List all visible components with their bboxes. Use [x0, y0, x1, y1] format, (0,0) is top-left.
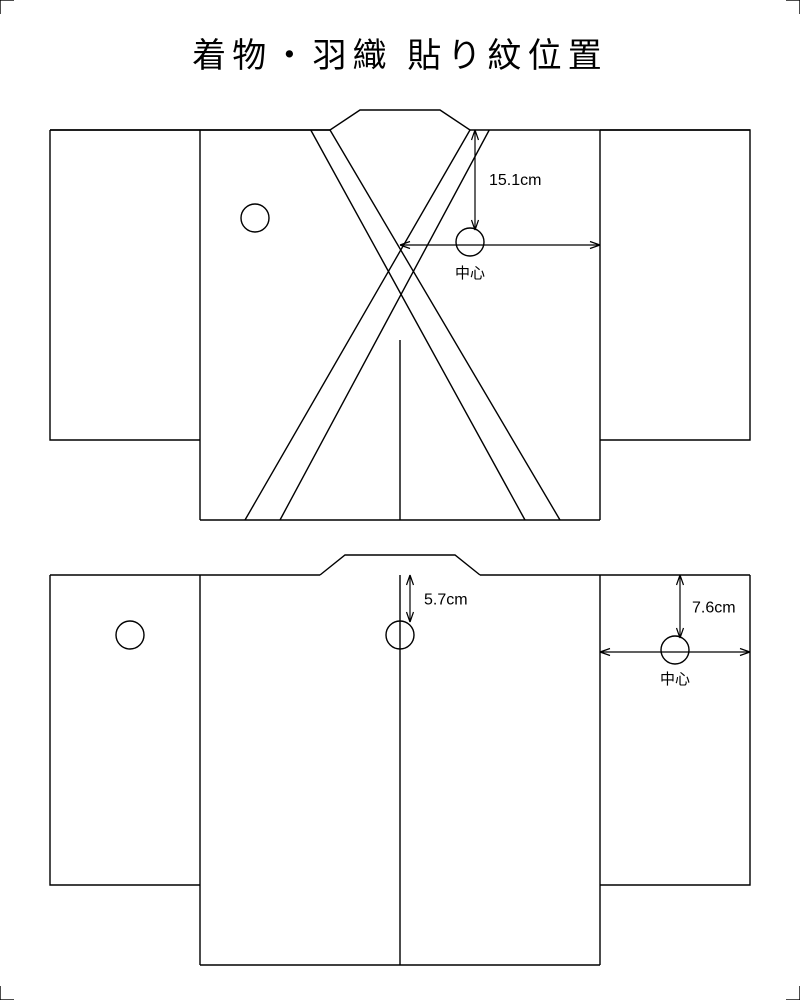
page-title: 着物・羽織 貼り紋位置	[0, 28, 800, 77]
svg-text:中心: 中心	[660, 671, 690, 688]
diagram-svg: 15.1cm 中心 5.7cm 7.6cm 中心	[0, 0, 800, 1000]
svg-text:7.6cm: 7.6cm	[692, 600, 736, 617]
svg-text:5.7cm: 5.7cm	[424, 592, 468, 609]
svg-text:15.1cm: 15.1cm	[489, 172, 541, 189]
svg-text:中心: 中心	[455, 265, 485, 282]
